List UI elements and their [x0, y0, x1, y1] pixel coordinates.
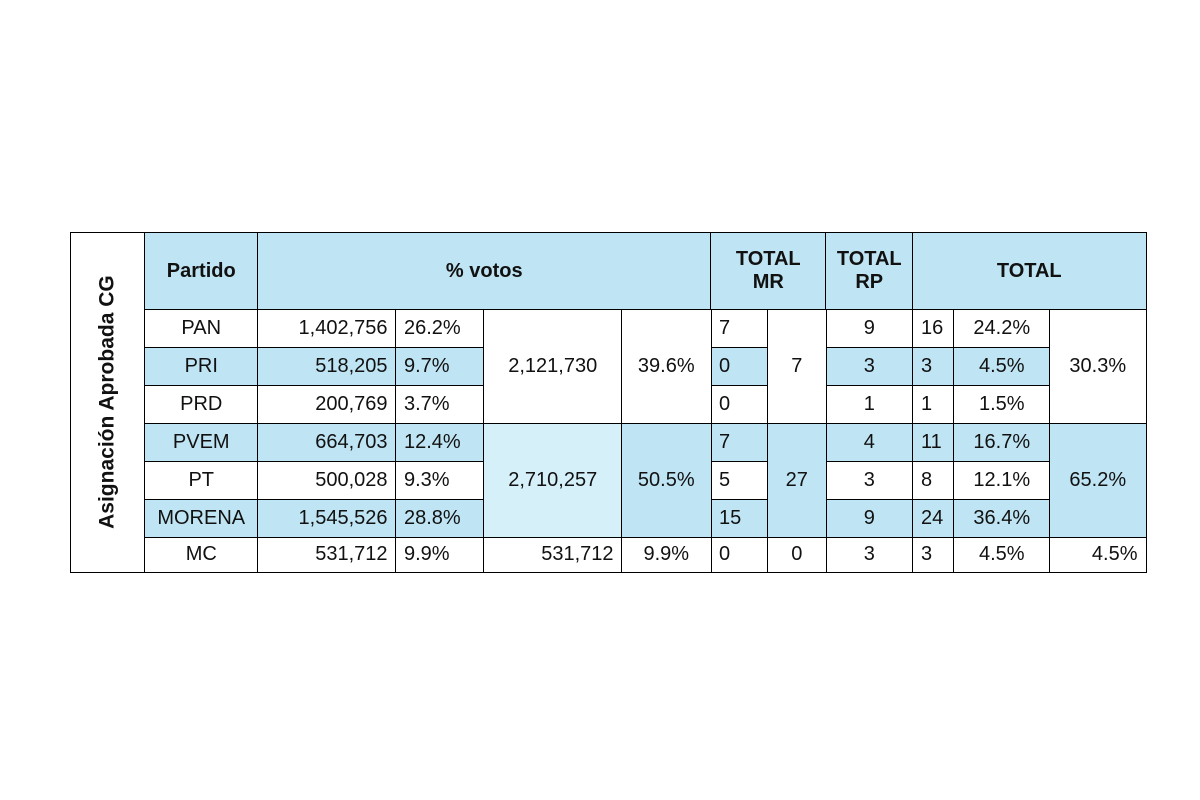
party-votes: 518,205	[257, 347, 397, 387]
party-mr: 0	[710, 385, 769, 425]
party-pct: 28.8%	[395, 499, 485, 539]
party-mr: 0	[710, 347, 769, 387]
party-mr: 7	[710, 309, 769, 349]
party-seat-pct: 4.5%	[953, 347, 1051, 387]
party-seat-pct: 4.5%	[953, 537, 1051, 573]
party-seats: 8	[912, 461, 955, 501]
party-pct: 9.7%	[395, 347, 485, 387]
party-name: PAN	[144, 309, 259, 349]
party-seats: 3	[912, 347, 955, 387]
group-votes: 2,121,730	[483, 309, 623, 425]
party-seats: 24	[912, 499, 955, 539]
side-label-text: Asignación Aprobada CG	[95, 275, 119, 530]
header-cell: TOTAL MR	[710, 232, 827, 311]
group-total-pct: 65.2%	[1049, 423, 1147, 539]
party-rp: 3	[825, 537, 914, 573]
party-name: MC	[144, 537, 259, 573]
party-seat-pct: 36.4%	[953, 499, 1051, 539]
party-rp: 9	[825, 309, 914, 349]
group-total-pct: 4.5%	[1049, 537, 1147, 573]
side-label: Asignación Aprobada CG	[70, 232, 146, 573]
party-seat-pct: 24.2%	[953, 309, 1051, 349]
party-seats: 11	[912, 423, 955, 463]
group-mr: 27	[767, 423, 827, 539]
party-votes: 1,545,526	[257, 499, 397, 539]
party-pct: 26.2%	[395, 309, 485, 349]
party-pct: 9.9%	[395, 537, 485, 573]
party-rp: 9	[825, 499, 914, 539]
party-name: PRD	[144, 385, 259, 425]
party-pct: 9.3%	[395, 461, 485, 501]
party-seats: 3	[912, 537, 955, 573]
party-seat-pct: 1.5%	[953, 385, 1051, 425]
party-seats: 1	[912, 385, 955, 425]
party-votes: 500,028	[257, 461, 397, 501]
header-cell: TOTAL RP	[825, 232, 914, 311]
party-votes: 664,703	[257, 423, 397, 463]
header-cell: % votos	[257, 232, 712, 311]
party-name: PVEM	[144, 423, 259, 463]
party-rp: 4	[825, 423, 914, 463]
group-mr: 7	[767, 309, 827, 425]
header-cell: Partido	[144, 232, 259, 311]
party-rp: 3	[825, 347, 914, 387]
party-name: PT	[144, 461, 259, 501]
party-name: MORENA	[144, 499, 259, 539]
group-pct: 50.5%	[621, 423, 712, 539]
party-votes: 531,712	[257, 537, 397, 573]
group-mr: 0	[767, 537, 827, 573]
party-mr: 15	[710, 499, 769, 539]
group-votes: 2,710,257	[483, 423, 623, 539]
party-mr: 7	[710, 423, 769, 463]
party-rp: 1	[825, 385, 914, 425]
party-rp: 3	[825, 461, 914, 501]
party-mr: 5	[710, 461, 769, 501]
party-seat-pct: 12.1%	[953, 461, 1051, 501]
group-votes: 531,712	[483, 537, 623, 573]
party-seats: 16	[912, 309, 955, 349]
group-pct: 9.9%	[621, 537, 712, 573]
party-mr: 0	[710, 537, 769, 573]
party-votes: 200,769	[257, 385, 397, 425]
group-total-pct: 30.3%	[1049, 309, 1147, 425]
party-seat-pct: 16.7%	[953, 423, 1051, 463]
group-pct: 39.6%	[621, 309, 712, 425]
party-votes: 1,402,756	[257, 309, 397, 349]
party-name: PRI	[144, 347, 259, 387]
party-pct: 3.7%	[395, 385, 485, 425]
party-pct: 12.4%	[395, 423, 485, 463]
header-cell: TOTAL	[912, 232, 1147, 311]
